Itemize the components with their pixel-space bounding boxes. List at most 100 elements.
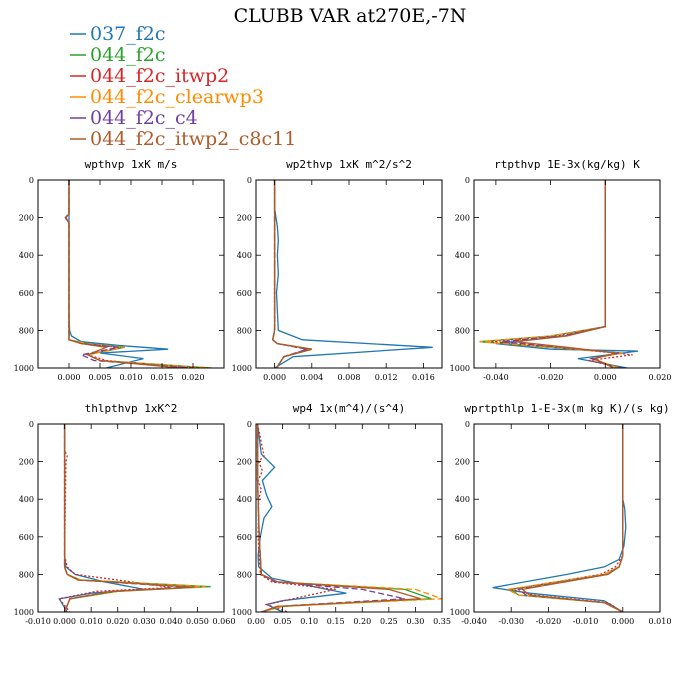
panel-title: wp4 1x(m^4)/(s^4): [293, 402, 406, 415]
x-tick-label: 0.020: [649, 373, 672, 382]
y-tick-label: 200: [237, 214, 252, 223]
y-tick-label: 600: [455, 533, 470, 542]
series-line: [64, 180, 194, 368]
series-line: [492, 424, 627, 612]
y-tick-label: 1000: [14, 608, 34, 617]
y-tick-label: 200: [19, 458, 34, 467]
panel: wp2thvp 1xK m^2/s^2 0 200 400 600 800 1000 0.00…: [232, 158, 443, 382]
y-tick-label: 1000: [450, 608, 470, 617]
x-tick-label: 0.15: [327, 617, 345, 626]
y-tick-label: 600: [237, 289, 252, 298]
x-tick-label: 0.000: [58, 373, 81, 382]
y-tick-label: 400: [237, 495, 252, 504]
x-tick-label: 0.000: [53, 617, 76, 626]
x-tick-label: 0.040: [159, 617, 182, 626]
x-tick-label: 0.05: [274, 617, 292, 626]
panel-title: rtpthvp 1E-3x(kg/kg) K: [494, 158, 640, 171]
legend-entry: 044_f2c: [90, 44, 166, 66]
legend-entry: 044_f2c_itwp2: [90, 65, 229, 87]
panel-title: wp2thvp 1xK m^2/s^2: [286, 158, 412, 171]
plot-frame: [473, 179, 661, 369]
series-line: [256, 424, 405, 612]
x-tick-label: 0.30: [407, 617, 425, 626]
x-tick-label: -0.040: [483, 373, 509, 382]
plot-frame: [255, 179, 443, 369]
y-tick-label: 600: [237, 533, 252, 542]
x-tick-label: 0.000: [263, 373, 286, 382]
x-tick-label: 0.25: [380, 617, 398, 626]
y-tick-label: 0: [465, 420, 470, 429]
series-line: [65, 180, 212, 368]
y-tick-label: 0: [247, 420, 252, 429]
x-tick-label: 0.010: [120, 373, 143, 382]
y-tick-label: 400: [455, 251, 470, 260]
series-line: [511, 424, 624, 612]
legend-entry: 044_f2c_c4: [90, 107, 198, 129]
y-tick-label: 0: [29, 176, 34, 185]
x-tick-label: 0.000: [611, 617, 634, 626]
panel-title: wpthvp 1xK m/s: [85, 158, 178, 171]
x-tick-label: 0.000: [594, 373, 617, 382]
y-tick-label: 200: [455, 214, 470, 223]
y-tick-label: 1000: [14, 364, 34, 373]
series-line: [501, 180, 620, 368]
series-line: [509, 424, 624, 612]
y-tick-label: 800: [19, 326, 34, 335]
series-line: [63, 424, 195, 612]
y-tick-label: 1000: [450, 364, 470, 373]
series-line: [273, 180, 433, 368]
x-tick-label: 0.030: [133, 617, 156, 626]
y-tick-label: 200: [237, 458, 252, 467]
y-tick-label: 600: [455, 289, 470, 298]
y-tick-label: 0: [29, 420, 34, 429]
legend-entry: 044_f2c_itwp2_c8c11: [90, 128, 296, 150]
x-tick-label: 0.016: [412, 373, 435, 382]
legend-entry: 044_f2c_clearwp3: [90, 86, 264, 108]
y-tick-label: 1000: [232, 608, 252, 617]
y-tick-label: 800: [455, 326, 470, 335]
series-line: [256, 424, 421, 612]
series-line: [68, 180, 169, 368]
panel: wpthvp 1xK m/s 0 200 400 600 800 1000 0.000 0.00…: [14, 158, 225, 382]
y-tick-label: 600: [19, 533, 34, 542]
x-tick-label: -0.010: [573, 617, 599, 626]
y-tick-label: 1000: [232, 364, 252, 373]
y-tick-label: 800: [455, 570, 470, 579]
series-line: [64, 180, 194, 368]
x-tick-label: 0.10: [300, 617, 318, 626]
plot-frame: [37, 423, 225, 613]
x-tick-label: 0.012: [375, 373, 398, 382]
y-tick-label: 0: [465, 176, 470, 185]
x-tick-label: 0.20: [353, 617, 371, 626]
x-tick-label: 0.015: [151, 373, 174, 382]
legend-entry: 037_f2c: [90, 23, 166, 45]
plot-frame: [255, 423, 443, 613]
x-tick-label: -0.040: [461, 617, 487, 626]
series-line: [490, 180, 633, 368]
y-tick-label: 200: [455, 458, 470, 467]
plot-frame: [37, 179, 225, 369]
series-line: [517, 424, 624, 612]
series-line: [520, 424, 624, 612]
y-tick-label: 800: [237, 570, 252, 579]
series-line: [514, 180, 617, 368]
x-tick-label: -0.020: [536, 617, 562, 626]
y-tick-label: 0: [247, 176, 252, 185]
y-tick-label: 600: [19, 289, 34, 298]
y-tick-label: 400: [237, 251, 252, 260]
y-tick-label: 400: [19, 495, 34, 504]
series-line: [63, 424, 187, 612]
series-line: [271, 180, 312, 368]
panel-title: wprtpthlp 1-E-3x(m kg K)/(s kg): [464, 402, 669, 415]
plot-frame: [473, 423, 661, 613]
x-tick-label: 0.020: [106, 617, 129, 626]
x-tick-label: -0.030: [498, 617, 524, 626]
panel: wprtpthlp 1-E-3x(m kg K)/(s kg) 0 200 400 60…: [450, 402, 672, 626]
x-tick-label: 0.010: [80, 617, 103, 626]
x-tick-label: -0.010: [25, 617, 51, 626]
y-tick-label: 800: [237, 326, 252, 335]
y-tick-label: 400: [455, 495, 470, 504]
panel-title: thlpthvp 1xK^2: [85, 402, 178, 415]
y-tick-label: 800: [19, 570, 34, 579]
